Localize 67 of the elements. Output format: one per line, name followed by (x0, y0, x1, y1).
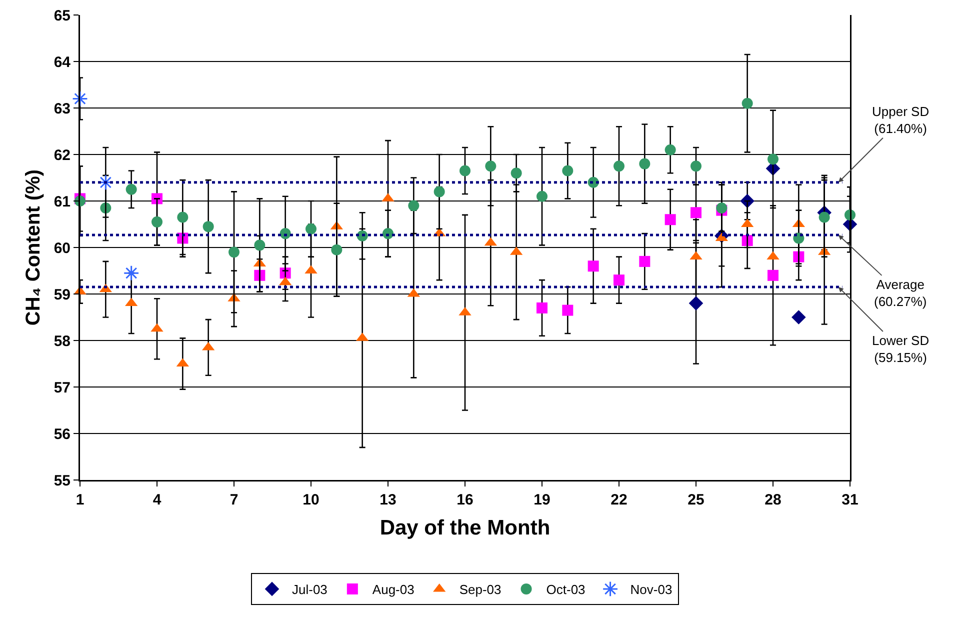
x-tick-label: 7 (230, 492, 238, 508)
x-tick-label: 10 (302, 492, 320, 508)
legend-label: Sep-03 (459, 582, 502, 598)
legend-label: Oct-03 (546, 582, 586, 598)
point (588, 260, 599, 272)
ref-line-label: Upper SD (61.40%) (872, 104, 930, 136)
point (306, 223, 316, 234)
x-tick-label: 25 (688, 492, 704, 508)
point (818, 212, 830, 223)
ref-line-label: Average (60.27%) (874, 277, 927, 309)
point (742, 98, 753, 109)
y-tick-label: 60 (54, 240, 70, 257)
y-tick-label: 55 (54, 472, 70, 490)
point (536, 302, 548, 314)
x-tick-label: 16 (456, 492, 474, 508)
point (202, 221, 214, 232)
y-axis-title: CH₄ Content (%) (22, 169, 45, 326)
legend-label: Jul-03 (292, 582, 328, 598)
point (72, 90, 88, 107)
point (228, 246, 240, 258)
x-tick-label: 31 (842, 492, 858, 508)
point (688, 296, 704, 310)
point (639, 158, 650, 170)
x-tick-label: 13 (380, 492, 396, 508)
y-tick-label: 61 (54, 193, 70, 210)
point (408, 200, 420, 212)
y-tick-label: 59 (54, 286, 70, 304)
point (639, 256, 650, 267)
point (562, 304, 574, 316)
legend-label: Nov-03 (630, 582, 672, 598)
x-axis-title: Day of the Month (380, 516, 550, 540)
x-tick-label: 1 (76, 492, 84, 508)
y-tick-label: 64 (54, 54, 72, 71)
x-tick-label: 22 (610, 492, 628, 508)
x-tick-label: 28 (764, 492, 782, 508)
point (664, 144, 676, 156)
point (562, 165, 574, 176)
point (792, 310, 806, 324)
x-tick-label: 19 (534, 492, 550, 508)
legend-label: Aug-03 (372, 582, 414, 598)
point (614, 160, 624, 172)
point (716, 202, 728, 214)
point (460, 165, 470, 176)
x-tick-label: 4 (152, 492, 162, 508)
point (434, 186, 445, 198)
point (152, 216, 162, 228)
y-tick-label: 57 (54, 379, 70, 396)
point (177, 212, 188, 223)
y-tick-label: 65 (54, 7, 70, 24)
point (485, 160, 496, 172)
y-tick-label: 62 (54, 146, 70, 164)
y-tick-label: 63 (54, 100, 70, 118)
point (614, 274, 624, 286)
point (768, 154, 778, 165)
point (536, 190, 548, 202)
ref-line-label: Lower SD (59.15%) (872, 333, 930, 365)
point (510, 168, 522, 179)
point (126, 184, 137, 195)
point (690, 160, 702, 172)
y-tick-label: 56 (54, 426, 70, 443)
point (690, 207, 702, 218)
point (254, 240, 266, 251)
point (664, 214, 676, 226)
y-tick-label: 58 (54, 332, 70, 350)
point (768, 270, 778, 281)
point (331, 244, 342, 256)
point (123, 265, 140, 282)
